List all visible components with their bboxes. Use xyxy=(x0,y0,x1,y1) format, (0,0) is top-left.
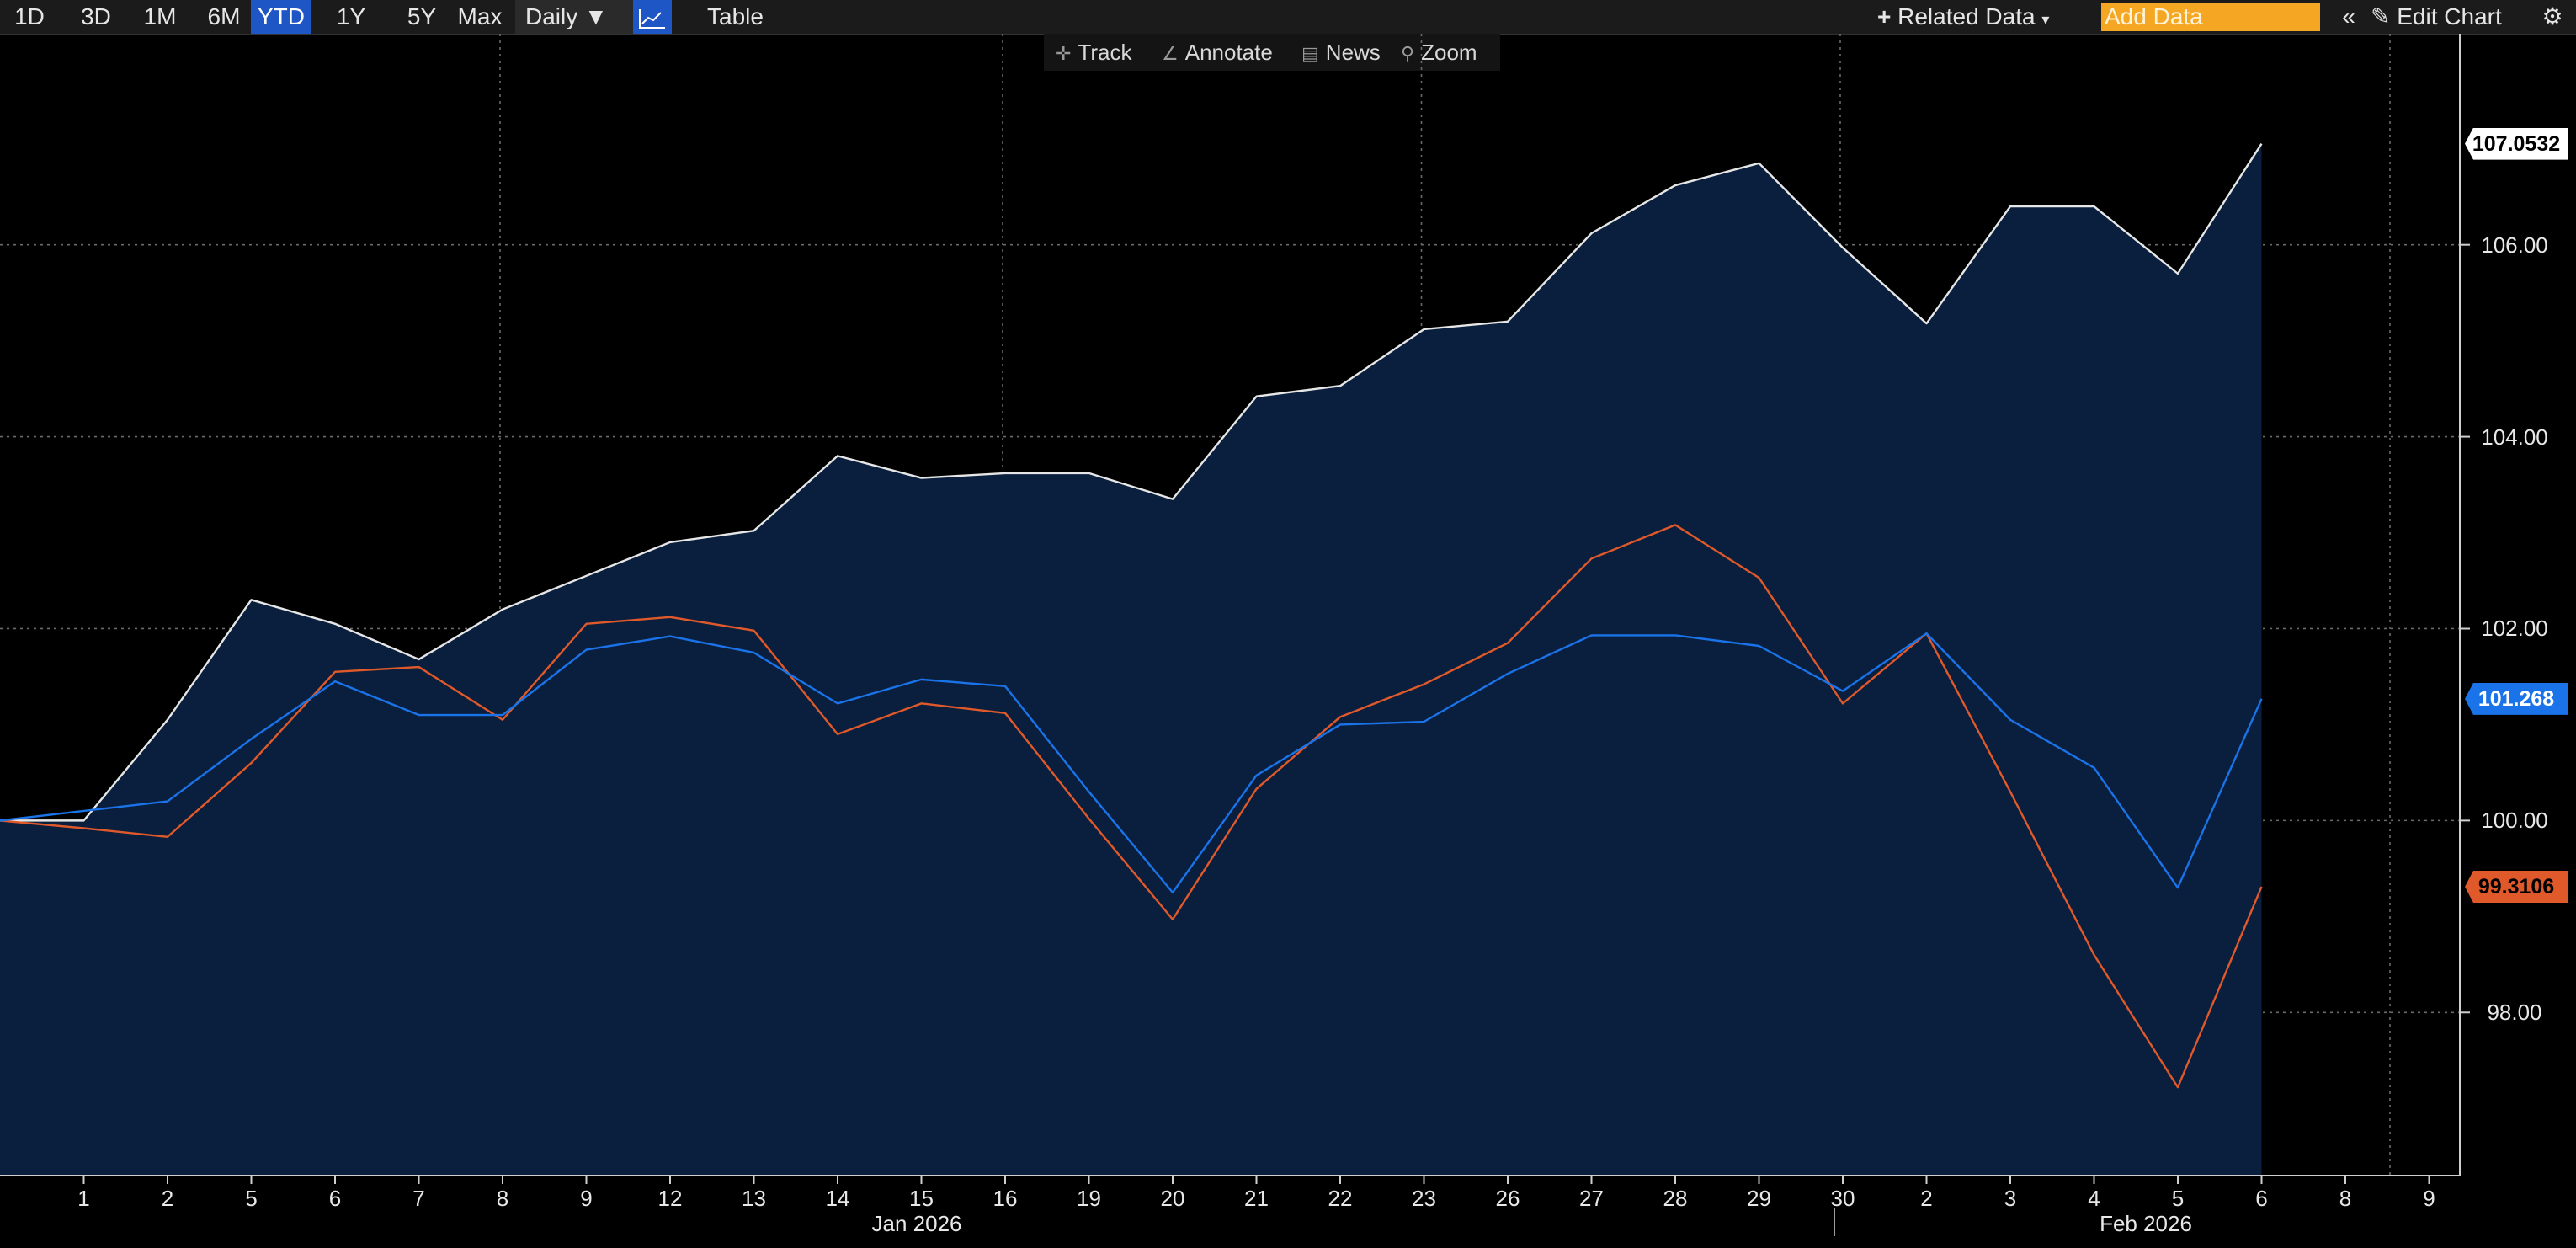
line-chart-icon xyxy=(639,8,665,29)
last-value-tag: 107.0532 xyxy=(2465,127,2568,160)
y-tick-label: 104.00 xyxy=(2481,424,2548,450)
news-button[interactable]: ▤ News xyxy=(1301,34,1381,71)
range-button-ytd[interactable]: YTD xyxy=(251,0,311,34)
x-tick-label: 22 xyxy=(1328,1186,1353,1211)
magnifier-icon: ⚲ xyxy=(1401,43,1415,64)
related-data-button[interactable]: + Related Data ▾ xyxy=(1877,0,2121,34)
line-chart-type-button[interactable] xyxy=(633,0,672,34)
plus-icon: + xyxy=(1877,3,1892,29)
y-tick-label: 102.00 xyxy=(2481,616,2548,642)
range-button-max[interactable]: Max xyxy=(457,3,503,29)
gear-icon: ⚙ xyxy=(2541,3,2563,29)
track-button[interactable]: ✛ Track xyxy=(1056,34,1131,71)
add-data-input[interactable] xyxy=(2101,3,2320,31)
x-tick-label: 28 xyxy=(1663,1186,1688,1211)
x-tick-label: 6 xyxy=(328,1186,342,1211)
x-tick-label: 13 xyxy=(742,1186,766,1211)
range-button-3d[interactable]: 3D xyxy=(81,3,111,29)
x-tick-label: 3 xyxy=(2004,1186,2017,1211)
annotate-label: Annotate xyxy=(1184,40,1273,65)
frequency-dropdown[interactable]: Daily ▼ xyxy=(515,0,633,34)
range-button-1y[interactable]: 1Y xyxy=(336,3,366,29)
track-label: Track xyxy=(1078,40,1132,65)
x-tick-label: 15 xyxy=(909,1186,934,1211)
x-tick-label: 23 xyxy=(1412,1186,1436,1211)
last-value-tag: 99.3106 xyxy=(2465,870,2568,903)
x-tick-label: 14 xyxy=(825,1186,850,1211)
chart-toolbar: 1D 3D 1M 6M YTD 1Y 5Y Max Daily ▼ Table + Relat… xyxy=(0,0,2576,35)
y-tick-label: 106.00 xyxy=(2481,232,2548,258)
x-tick-label: 16 xyxy=(993,1186,1018,1211)
x-tick-label: 6 xyxy=(2255,1186,2268,1211)
double-chevron-left-icon: « xyxy=(2342,3,2355,29)
y-tick-label: 98.00 xyxy=(2487,1000,2542,1026)
edit-chart-label: Edit Chart xyxy=(2397,3,2502,29)
pencil-icon: ✎ xyxy=(2371,3,2391,29)
caret-down-icon: ▾ xyxy=(2041,11,2050,28)
range-button-5y[interactable]: 5Y xyxy=(407,3,437,29)
x-tick-label: 9 xyxy=(2423,1186,2435,1211)
edit-chart-button[interactable]: ✎ Edit Chart xyxy=(2371,0,2539,34)
range-button-1d[interactable]: 1D xyxy=(14,3,45,29)
x-tick-label: 5 xyxy=(2171,1186,2185,1211)
series-line-2 xyxy=(0,632,2263,894)
x-tick-label: 7 xyxy=(412,1186,425,1211)
x-tick-label: 19 xyxy=(1077,1186,1101,1211)
x-tick-label: 1 xyxy=(77,1186,90,1211)
x-tick-label: 8 xyxy=(496,1186,509,1211)
news-label: News xyxy=(1325,40,1381,65)
x-tick-label: 2 xyxy=(1920,1186,1933,1211)
x-tick-label: 5 xyxy=(245,1186,258,1211)
chart-tools-bar: ✛ Track ∠ Annotate ▤ News ⚲ Zoom xyxy=(1044,34,1500,71)
range-button-1m[interactable]: 1M xyxy=(143,3,177,29)
collapse-button[interactable]: « xyxy=(2332,0,2366,34)
series-line-1 xyxy=(0,524,2263,1089)
news-icon: ▤ xyxy=(1301,43,1319,64)
month-label: Jan 2026 xyxy=(871,1211,962,1236)
x-tick-label: 26 xyxy=(1495,1186,1520,1211)
range-button-6m[interactable]: 6M xyxy=(207,3,241,29)
x-tick-label: 2 xyxy=(161,1186,174,1211)
annotate-pen-icon: ∠ xyxy=(1162,43,1179,64)
settings-button[interactable]: ⚙ xyxy=(2534,0,2571,34)
zoom-label: Zoom xyxy=(1421,40,1477,65)
x-tick-label: 21 xyxy=(1244,1186,1269,1211)
x-tick-label: 27 xyxy=(1579,1186,1604,1211)
x-tick-label: 20 xyxy=(1160,1186,1185,1211)
x-tick-label: 29 xyxy=(1747,1186,1771,1211)
crosshair-icon: ✛ xyxy=(1056,43,1072,64)
annotate-button[interactable]: ∠ Annotate xyxy=(1162,34,1273,71)
x-tick-label: 12 xyxy=(657,1186,683,1211)
table-button[interactable]: Table xyxy=(707,3,764,29)
last-value-tag: 101.268 xyxy=(2465,682,2568,715)
month-label: Feb 2026 xyxy=(2100,1211,2192,1236)
series-line-0 xyxy=(0,143,2263,822)
y-tick-label: 100.00 xyxy=(2481,808,2548,834)
related-data-label: Related Data xyxy=(1897,3,2036,29)
x-tick-label: 4 xyxy=(2088,1186,2100,1211)
x-tick-label: 30 xyxy=(1830,1186,1855,1211)
series-area-fill xyxy=(0,143,2262,1176)
x-tick-label: 8 xyxy=(2339,1186,2352,1211)
zoom-button[interactable]: ⚲ Zoom xyxy=(1401,34,1477,71)
x-tick-label: 9 xyxy=(580,1186,593,1211)
